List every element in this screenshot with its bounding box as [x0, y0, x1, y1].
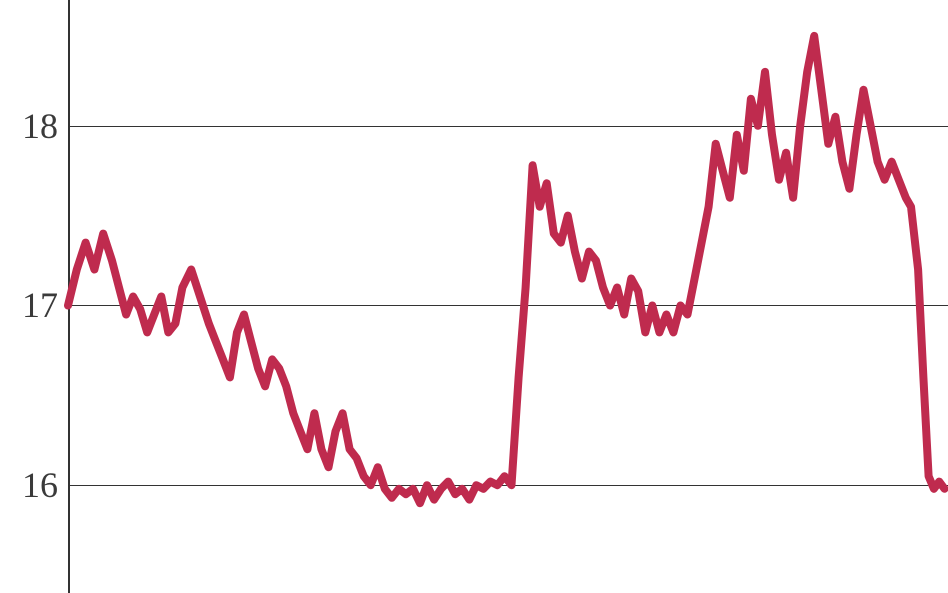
data-line	[68, 36, 945, 503]
line-chart: 18 17 16	[0, 0, 948, 593]
chart-svg	[0, 0, 948, 593]
